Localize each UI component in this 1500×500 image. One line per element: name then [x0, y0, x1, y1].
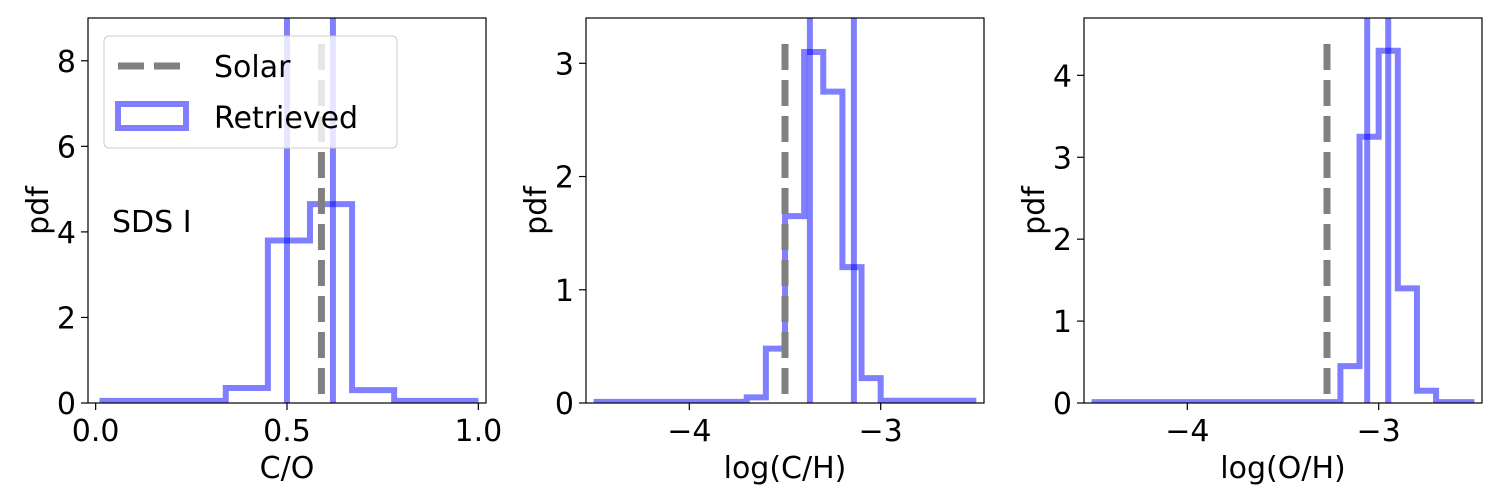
- retrieved-histogram: [99, 201, 479, 403]
- y-tick-label: 0: [1053, 387, 1072, 422]
- x-tick-label: 0.5: [263, 414, 311, 449]
- y-axis-label: pdf: [1017, 185, 1052, 235]
- retrieved-histogram: [1091, 47, 1475, 403]
- y-tick-label: 2: [555, 161, 574, 196]
- axes-frame: [585, 17, 985, 404]
- legend-label-solar: Solar: [214, 50, 291, 85]
- x-axis-label: C/O: [260, 451, 315, 486]
- x-tick-label: 0.0: [72, 414, 120, 449]
- y-tick-label: 2: [57, 301, 76, 336]
- legend-label-retrieved: Retrieved: [214, 101, 358, 136]
- y-tick-label: 1: [555, 274, 574, 309]
- legend: Solar Retrieved: [103, 35, 398, 149]
- axes-frame: [1083, 17, 1483, 404]
- plot-area: [1091, 18, 1475, 403]
- plot-area: [593, 18, 977, 403]
- legend-retrieved-swatch: [115, 101, 189, 131]
- y-tick-label: 3: [555, 47, 574, 82]
- x-tick-label: −3: [1357, 414, 1401, 449]
- y-axis-label: pdf: [519, 185, 554, 235]
- y-tick-label: 1: [1053, 305, 1072, 340]
- annotation-text: SDS I: [112, 205, 192, 240]
- x-tick-label: −4: [667, 414, 711, 449]
- y-tick-label: 6: [57, 130, 76, 165]
- x-axis-label: log(O/H): [1220, 451, 1345, 486]
- y-axis-label: pdf: [21, 185, 56, 235]
- retrieved-histogram: [593, 48, 977, 403]
- y-tick-label: 8: [57, 45, 76, 80]
- x-axis-label: log(C/H): [724, 451, 847, 486]
- y-tick-label: 3: [1053, 141, 1072, 176]
- x-tick-label: 1.0: [454, 414, 502, 449]
- y-tick-label: 0: [555, 387, 574, 422]
- panel-3: −4 −3 0 1 2 3 4 log(O/H) pdf: [1017, 17, 1483, 486]
- y-tick-label: 4: [57, 216, 76, 251]
- y-tick-label: 2: [1053, 223, 1072, 258]
- panel-2: −4 −3 0 1 2 3 log(C/H) pdf: [519, 17, 985, 486]
- y-tick-label: 0: [57, 387, 76, 422]
- panel-1: 0.0 0.5 1.0 0 2 4 6 8 C/O pdf SDS I Solar Retrieved: [21, 17, 502, 486]
- x-tick-label: −3: [859, 414, 903, 449]
- x-tick-label: −4: [1165, 414, 1209, 449]
- y-tick-label: 4: [1053, 59, 1072, 94]
